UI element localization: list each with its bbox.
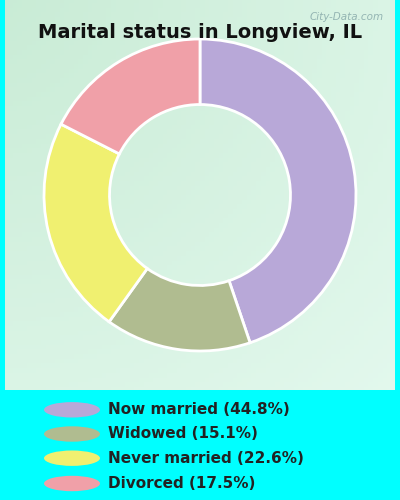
- Wedge shape: [109, 268, 250, 351]
- Text: Widowed (15.1%): Widowed (15.1%): [108, 426, 258, 442]
- Wedge shape: [200, 39, 356, 343]
- Text: City-Data.com: City-Data.com: [309, 12, 383, 22]
- Circle shape: [44, 426, 100, 442]
- Text: Marital status in Longview, IL: Marital status in Longview, IL: [38, 24, 362, 42]
- Circle shape: [44, 476, 100, 491]
- Circle shape: [44, 450, 100, 466]
- Text: Now married (44.8%): Now married (44.8%): [108, 402, 290, 417]
- Wedge shape: [61, 39, 200, 154]
- Text: Never married (22.6%): Never married (22.6%): [108, 450, 304, 466]
- Circle shape: [44, 402, 100, 417]
- Text: Divorced (17.5%): Divorced (17.5%): [108, 476, 255, 491]
- Wedge shape: [44, 124, 147, 322]
